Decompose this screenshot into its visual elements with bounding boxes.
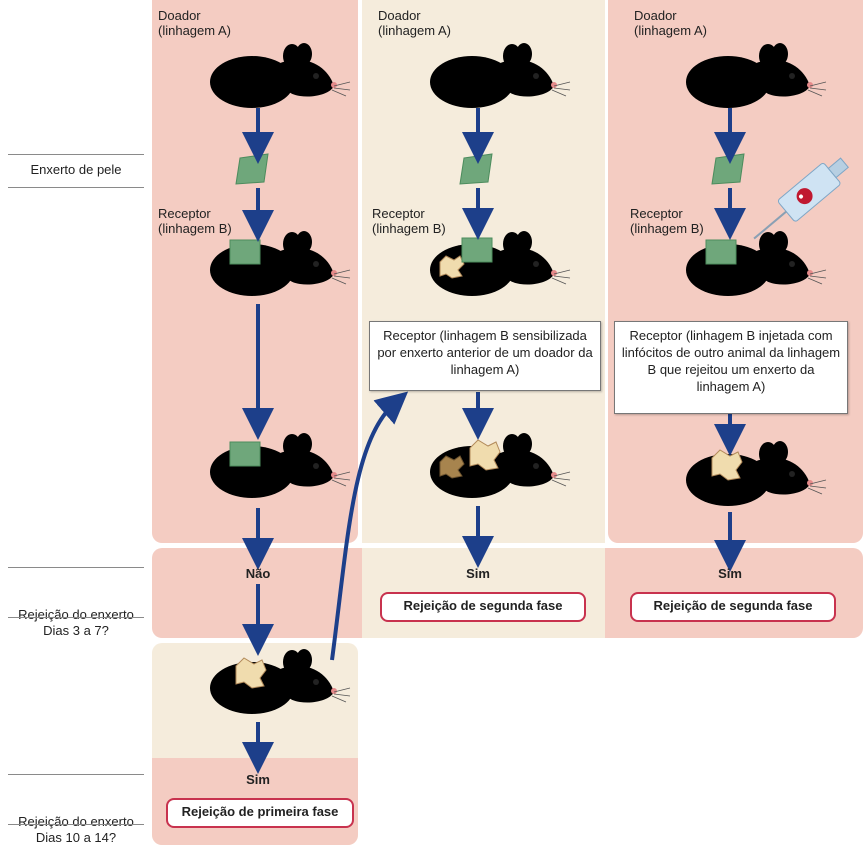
- skin-graft-icon: [235, 153, 269, 185]
- mouse-icon: [172, 229, 352, 308]
- mouse-icon: [392, 41, 572, 120]
- first-set-rejection-badge: Rejeição de primeira fase: [166, 798, 354, 828]
- donor-label: Doador (linhagem A): [634, 8, 707, 38]
- syringe-icon: [753, 157, 849, 240]
- flow-arrow: [330, 391, 409, 661]
- skin-graft-icon: [229, 441, 261, 467]
- injected-recipient-box: Receptor (linhagem B injetada com linfóc…: [614, 321, 848, 414]
- second-set-rejection-badge: Rejeição de segunda fase: [630, 592, 836, 622]
- recipient-label: Receptor (linhagem B): [630, 206, 704, 236]
- rejected-graft-icon: [235, 657, 267, 689]
- second-set-rejection-badge: Rejeição de segunda fase: [380, 592, 586, 622]
- sensitized-recipient-box: Receptor (linhagem B sensibilizada por e…: [369, 321, 601, 391]
- rejected-graft-icon: [439, 455, 465, 479]
- donor-label: Doador (linhagem A): [158, 8, 231, 38]
- recipient-label: Receptor (linhagem B): [158, 206, 232, 236]
- skin-graft-icon: [229, 239, 261, 265]
- rejection-late-label-text: Rejeição do enxerto Dias 10 a 14?: [18, 814, 134, 845]
- answer-early-yes: Sim: [718, 566, 742, 581]
- rejection-early-label-text: Rejeição do enxerto Dias 3 a 7?: [18, 607, 134, 638]
- answer-early-no: Não: [245, 566, 271, 581]
- mouse-icon: [648, 41, 828, 120]
- skin-graft-label: Enxerto de pele: [8, 154, 144, 188]
- recipient-label: Receptor (linhagem B): [372, 206, 446, 236]
- answer-early-yes: Sim: [466, 566, 490, 581]
- mouse-icon: [172, 431, 352, 510]
- skin-graft-icon: [459, 153, 493, 185]
- rejection-early-label: Rejeição do enxerto Dias 3 a 7?: [8, 567, 144, 655]
- skin-graft-label-text: Enxerto de pele: [30, 162, 122, 177]
- mouse-icon: [648, 229, 828, 308]
- skin-graft-icon: [711, 153, 745, 185]
- skin-graft-icon: [461, 237, 493, 263]
- answer-late-yes: Sim: [246, 772, 270, 787]
- rejected-graft-icon: [469, 439, 501, 471]
- skin-graft-icon: [705, 239, 737, 265]
- rejected-graft-icon: [439, 255, 465, 279]
- rejection-late-label: Rejeição do enxerto Dias 10 a 14?: [8, 774, 144, 862]
- donor-label: Doador (linhagem A): [378, 8, 451, 38]
- mouse-icon: [172, 41, 352, 120]
